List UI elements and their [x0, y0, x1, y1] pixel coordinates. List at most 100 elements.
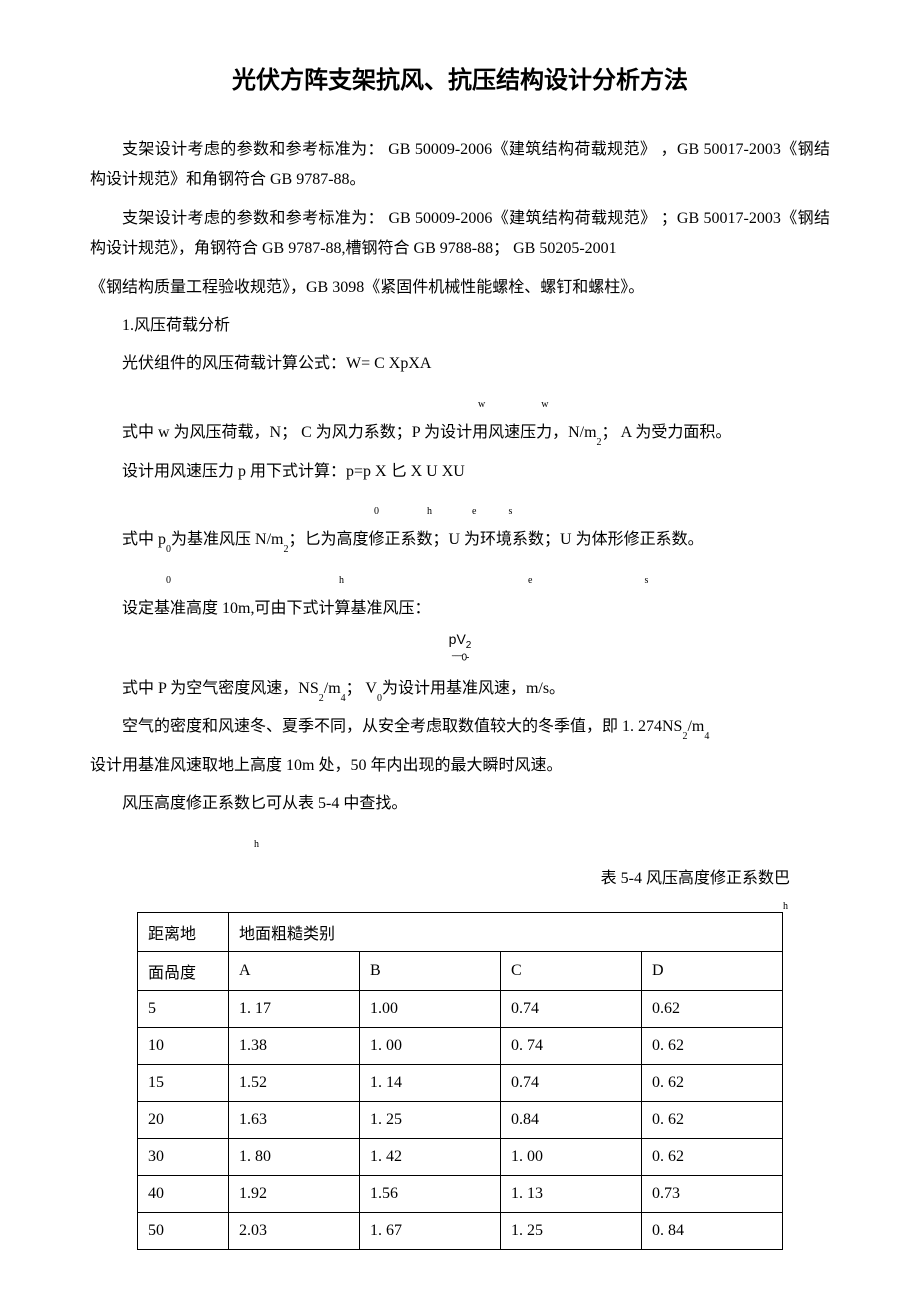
text: 式中 w 为风压荷载，N； C 为风力系数；P 为设计用风速压力，N/m — [122, 424, 597, 441]
paragraph: 《钢结构质量工程验收规范》，GB 3098《紧固件机械性能螺栓、螺钉和螺柱》。 — [90, 273, 830, 303]
table-header-row: 距离地 地面粗糙类别 — [138, 913, 783, 952]
paragraph: 式中 w 为风压荷载，N； C 为风力系数；P 为设计用风速压力，N/m2； A… — [90, 418, 830, 448]
subscript: w — [541, 399, 548, 410]
paragraph: 式中 P 为空气密度风速，NS2/m4； V0为设计用基准风速，m/s。 — [90, 674, 830, 704]
paragraph: 设计用基准风速取地上高度 10m 处，50 年内出现的最大瞬时风速。 — [90, 751, 830, 781]
subscript: 0- — [462, 653, 469, 664]
table-cell: 40 — [138, 1176, 229, 1213]
frac-dash: ------ — [452, 651, 462, 660]
table-cell: 1. 67 — [360, 1213, 501, 1250]
table-cell: 0.74 — [501, 991, 642, 1028]
formula-fraction: pV2 ------0- — [90, 632, 830, 663]
paragraph: 空气的密度和风速冬、夏季不同，从安全考虑取数值较大的冬季值，即 1. 274NS… — [90, 712, 830, 742]
text: ； V — [346, 680, 377, 697]
table-header-cell: 面咼度 — [138, 952, 229, 991]
subscript: 4 — [704, 731, 709, 742]
caption-text: 表 5-4 风压高度修正系数巴 — [601, 870, 790, 887]
formula-text: 光伏组件的风压荷载计算公式：W= C XpXA — [122, 355, 431, 372]
text: 为基准风压 N/m — [171, 531, 283, 548]
subscript: h — [783, 901, 788, 912]
table-header-cell: A — [229, 952, 360, 991]
table-row: 301. 801. 421. 000. 62 — [138, 1139, 783, 1176]
table-cell: 1. 80 — [229, 1139, 360, 1176]
subscript: h — [427, 506, 432, 517]
table-cell: 1. 42 — [360, 1139, 501, 1176]
coefficient-table: 距离地 地面粗糙类别 面咼度 A B C D 51. 171.000.740.6… — [137, 912, 783, 1250]
frac-numerator: pV — [449, 631, 466, 647]
subscript: w — [478, 399, 485, 410]
table-cell: 1. 25 — [360, 1102, 501, 1139]
table-header-cell: 距离地 — [138, 913, 229, 952]
paragraph: 风压高度修正系数匕可从表 5-4 中查找。 h — [90, 789, 830, 850]
table-header-cell: D — [642, 952, 783, 991]
subscript: h — [339, 575, 344, 586]
table-cell: 1.52 — [229, 1065, 360, 1102]
text: 为设计用基准风速，m/s。 — [382, 680, 565, 697]
table-cell: 1. 13 — [501, 1176, 642, 1213]
table-cell: 1. 00 — [360, 1028, 501, 1065]
subscript: e — [528, 575, 532, 586]
paragraph: 设定基准高度 10m,可由下式计算基准风压： — [90, 594, 830, 624]
document-page: 光伏方阵支架抗风、抗压结构设计分析方法 支架设计考虑的参数和参考标准为： GB … — [0, 0, 920, 1290]
table-header-cell: 地面粗糙类别 — [229, 913, 783, 952]
table-cell: 10 — [138, 1028, 229, 1065]
table-cell: 0.84 — [501, 1102, 642, 1139]
table-cell: 1.38 — [229, 1028, 360, 1065]
table-header-cell: C — [501, 952, 642, 991]
text: ； A 为受力面积。 — [602, 424, 732, 441]
table-row: 151.521. 140.740. 62 — [138, 1065, 783, 1102]
table-cell: 0. 62 — [642, 1028, 783, 1065]
subscript: e — [472, 506, 476, 517]
table-cell: 15 — [138, 1065, 229, 1102]
text: 式中 p — [122, 531, 166, 548]
subscript: 0 — [166, 544, 171, 555]
table-cell: 0. 62 — [642, 1102, 783, 1139]
table-cell: 1. 25 — [501, 1213, 642, 1250]
paragraph: 支架设计考虑的参数和参考标准为： GB 50009-2006《建筑结构荷载规范》… — [90, 135, 830, 196]
table-row: 201.631. 250.840. 62 — [138, 1102, 783, 1139]
table-cell: 50 — [138, 1213, 229, 1250]
text: 风压高度修正系数匕可从表 5-4 中查找。 — [122, 795, 407, 812]
subscript: 0 — [374, 506, 379, 517]
table-row: 401.921.561. 130.73 — [138, 1176, 783, 1213]
table-cell: 1. 00 — [501, 1139, 642, 1176]
subscript: 0 — [377, 693, 382, 704]
table-row: 101.381. 000. 740. 62 — [138, 1028, 783, 1065]
table-cell: 1. 14 — [360, 1065, 501, 1102]
formula-line: 光伏组件的风压荷载计算公式：W= C XpXA w w — [90, 349, 830, 410]
table-cell: 1.92 — [229, 1176, 360, 1213]
paragraph: 式中 p0为基准风压 N/m2；匕为高度修正系数；U 为环境系数；U 为体形修正… — [90, 525, 830, 586]
table-row: 51. 171.000.740.62 — [138, 991, 783, 1028]
table-cell: 0.74 — [501, 1065, 642, 1102]
table-cell: 0. 62 — [642, 1139, 783, 1176]
subscript: 2 — [597, 437, 602, 448]
table-cell: 0. 62 — [642, 1065, 783, 1102]
subscript: 2 — [319, 693, 324, 704]
text: ；匕为高度修正系数；U 为环境系数；U 为体形修正系数。 — [288, 531, 703, 548]
formula-text: 设计用风速压力 p 用下式计算：p=p X 匕 X U XU — [122, 463, 465, 480]
subscript: 2 — [466, 640, 472, 651]
text: 式中 P 为空气密度风速，NS — [122, 680, 319, 697]
document-title: 光伏方阵支架抗风、抗压结构设计分析方法 — [90, 60, 830, 95]
subscript: 4 — [341, 693, 346, 704]
table-caption: 表 5-4 风压高度修正系数巴 h — [90, 864, 790, 908]
table-cell: 1.56 — [360, 1176, 501, 1213]
formula-line: 设计用风速压力 p 用下式计算：p=p X 匕 X U XU 0 h e s — [90, 457, 830, 518]
table-cell: 0.62 — [642, 991, 783, 1028]
text: /m — [324, 680, 341, 697]
subscript: 2 — [682, 731, 687, 742]
table-header-row: 面咼度 A B C D — [138, 952, 783, 991]
table-cell: 1. 17 — [229, 991, 360, 1028]
table-cell: 0. 84 — [642, 1213, 783, 1250]
section-heading: 1.风压荷载分析 — [90, 311, 830, 341]
table-header-cell: B — [360, 952, 501, 991]
subscript: s — [644, 575, 648, 586]
table-cell: 0.73 — [642, 1176, 783, 1213]
table-cell: 20 — [138, 1102, 229, 1139]
paragraph: 支架设计考虑的参数和参考标准为： GB 50009-2006《建筑结构荷载规范》… — [90, 204, 830, 265]
table-cell: 1.00 — [360, 991, 501, 1028]
subscript: h — [254, 839, 259, 850]
table-cell: 2.03 — [229, 1213, 360, 1250]
table-cell: 5 — [138, 991, 229, 1028]
subscript: s — [508, 506, 512, 517]
